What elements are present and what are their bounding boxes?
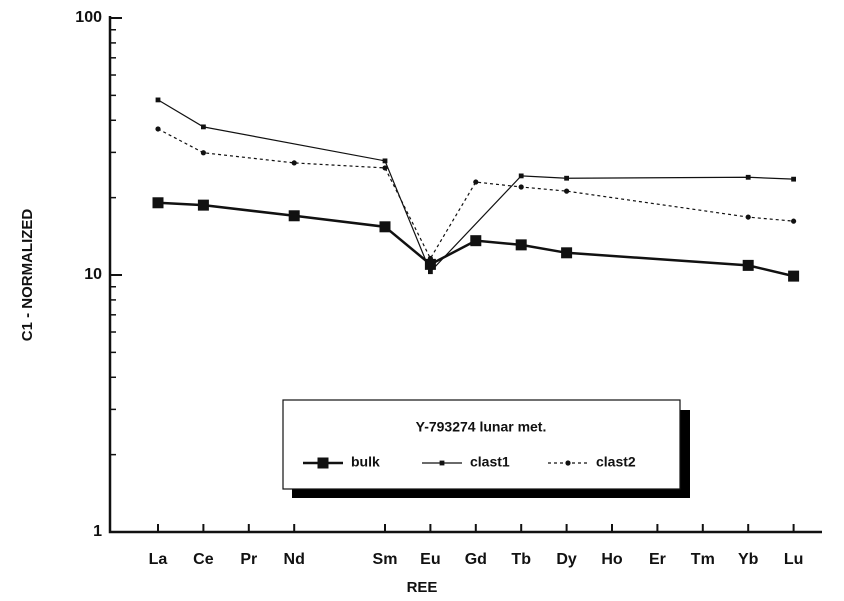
x-tick-label: Eu — [420, 551, 440, 568]
point — [565, 460, 571, 466]
series-line — [157, 128, 794, 260]
point — [564, 188, 570, 194]
x-tick-label: Ce — [193, 551, 214, 568]
point — [382, 158, 388, 164]
legend-label: clast1 — [470, 454, 510, 470]
point — [197, 199, 209, 211]
point — [470, 235, 482, 247]
point — [424, 258, 436, 270]
point — [561, 247, 573, 259]
point — [291, 160, 297, 166]
x-tick-label: Sm — [373, 551, 398, 568]
point — [515, 239, 527, 251]
point — [518, 173, 524, 179]
x-tick-label: Pr — [240, 551, 257, 568]
point — [201, 124, 206, 130]
point — [791, 176, 796, 182]
point — [791, 218, 797, 224]
y-tick-label: 100 — [75, 9, 102, 26]
x-tick-label: Dy — [556, 551, 577, 568]
x-tick-label: Er — [649, 551, 666, 568]
point — [473, 179, 479, 185]
point — [742, 259, 754, 271]
x-tick-label: Ho — [601, 551, 623, 568]
legend-box — [282, 399, 681, 490]
x-tick-label: Lu — [784, 551, 804, 568]
x-axis-label: REE — [407, 579, 438, 596]
point — [788, 270, 800, 282]
x-tick-label: Gd — [465, 551, 487, 568]
y-axis-label: C1 - NORMALIZED — [19, 209, 36, 342]
point — [317, 457, 329, 469]
x-tick-label: Yb — [738, 551, 759, 568]
x-tick-label: La — [149, 551, 168, 568]
point — [427, 255, 433, 262]
y-tick-label: 10 — [84, 266, 102, 283]
point — [745, 174, 751, 180]
legend-title: Y-793274 lunar met. — [416, 419, 547, 435]
point — [564, 175, 569, 181]
point — [155, 126, 161, 132]
series-line — [157, 99, 794, 273]
legend-label: bulk — [351, 454, 380, 470]
point — [382, 165, 388, 171]
x-tick-label: Tb — [511, 551, 531, 568]
legend-label: clast2 — [596, 454, 636, 470]
x-tick-label: Tm — [691, 551, 715, 568]
point — [155, 97, 161, 103]
series-line — [157, 201, 794, 278]
y-tick-label: 1 — [93, 523, 102, 540]
point — [379, 221, 391, 233]
point — [200, 150, 206, 156]
x-tick-label: Nd — [284, 551, 305, 568]
point — [439, 460, 445, 466]
point — [152, 197, 164, 209]
point — [745, 214, 751, 220]
point — [428, 269, 433, 275]
point — [288, 210, 300, 222]
point — [518, 184, 524, 190]
